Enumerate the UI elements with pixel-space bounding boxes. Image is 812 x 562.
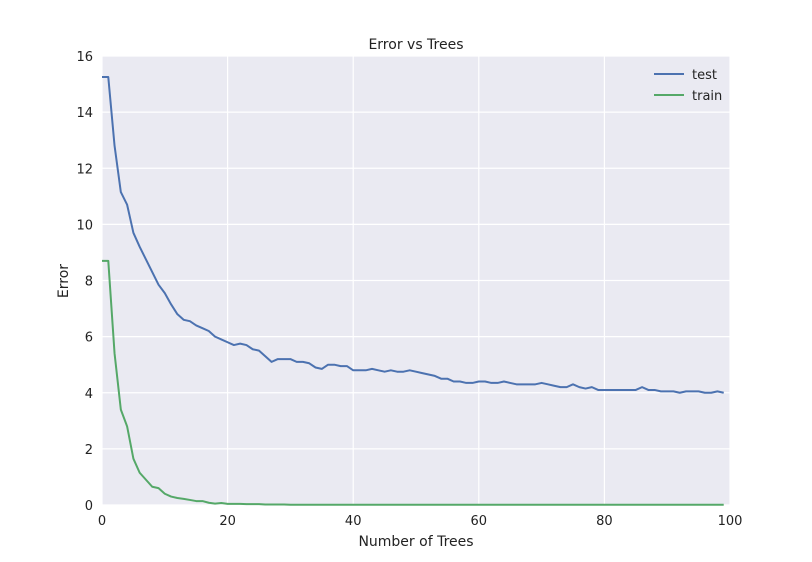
series-line-test [102,76,724,394]
y-tick-label-8: 16 [76,50,93,65]
y-tick-label-3: 6 [85,331,93,346]
chart-title: Error vs Trees [368,37,463,53]
y-tick-label-1: 2 [85,443,93,458]
grid-lines [101,55,731,506]
y-tick-label-0: 0 [85,499,93,514]
legend-label-train: train [692,89,722,104]
x-tick-label-0: 0 [98,514,106,529]
y-tick-label-5: 10 [76,218,93,233]
x-tick-label-5: 100 [718,514,743,529]
legend-label-test: test [692,68,717,83]
x-tick-label-2: 40 [345,514,362,529]
y-tick-label-7: 14 [76,106,93,121]
x-tick-label-1: 20 [219,514,236,529]
series-line-train [102,259,724,506]
x-axis: 0 20 40 60 80 100 [98,514,743,529]
x-tick-label-4: 80 [596,514,613,529]
y-axis: 0 2 4 6 8 10 12 14 16 [76,50,93,514]
y-tick-label-6: 12 [76,162,93,177]
y-tick-label-2: 4 [85,387,93,402]
y-axis-label: Error [56,264,72,298]
series-layer [102,76,724,506]
legend: test train [654,68,722,104]
x-tick-label-3: 60 [471,514,488,529]
y-tick-label-4: 8 [85,275,93,290]
x-axis-label: Number of Trees [358,534,473,550]
